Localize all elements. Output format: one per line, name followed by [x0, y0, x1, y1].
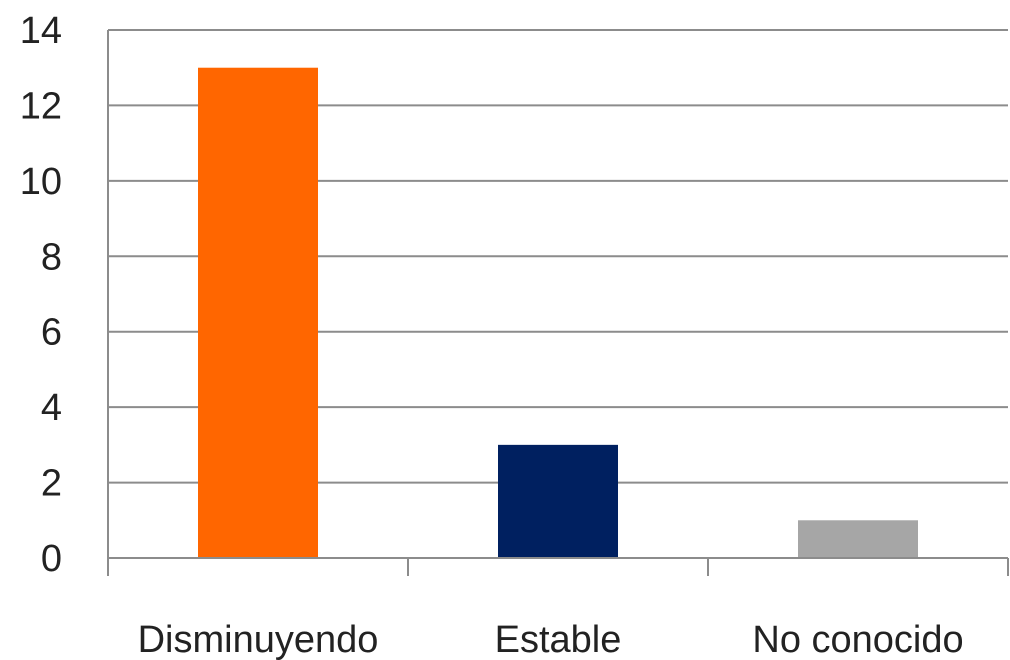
y-tick-label: 4 — [41, 387, 62, 429]
y-tick-label: 6 — [41, 312, 62, 354]
bar-no-conocido — [798, 520, 918, 558]
y-tick-label: 14 — [20, 10, 62, 52]
bar-estable — [498, 444, 618, 558]
y-axis-tick-labels: 0 2 4 6 8 10 12 14 — [20, 10, 62, 580]
y-tick-label: 12 — [20, 85, 62, 127]
x-axis-category-labels: Disminuyendo Estable No conocido — [138, 619, 964, 660]
y-tick-label: 2 — [41, 463, 62, 505]
x-category-label: No conocido — [752, 619, 963, 660]
x-category-label: Disminuyendo — [138, 619, 379, 660]
x-category-label: Estable — [495, 619, 622, 660]
y-tick-label: 0 — [41, 538, 62, 580]
bar-disminuyendo — [198, 67, 318, 558]
y-tick-label: 10 — [20, 161, 62, 203]
y-tick-label: 8 — [41, 236, 62, 278]
bars — [198, 67, 918, 558]
axes — [107, 30, 1009, 576]
